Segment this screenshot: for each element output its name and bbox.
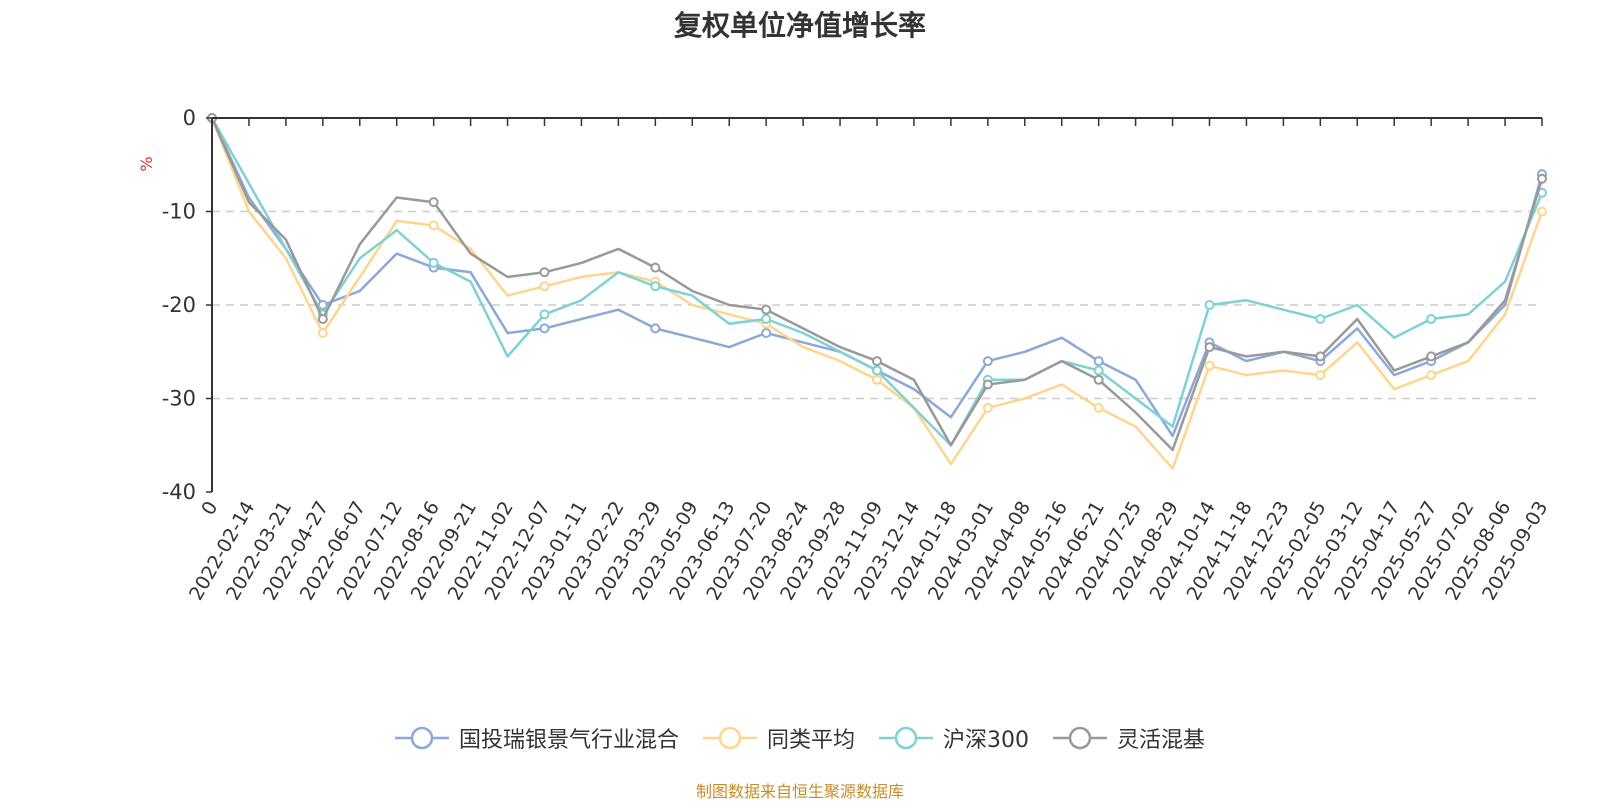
source-note: 制图数据来自恒生聚源数据库 (695, 782, 904, 801)
data-point (317, 314, 328, 325)
x-tick-label: 0 (197, 498, 222, 519)
data-point (1204, 300, 1215, 310)
y-tick-label: -40 (162, 480, 196, 504)
data-point (982, 356, 993, 367)
data-point (1093, 374, 1104, 385)
y-tick-label: -20 (162, 293, 196, 317)
data-point (1093, 356, 1104, 367)
legend: 国投瑞银景气行业混合 同类平均 沪深300 灵活混基 (0, 722, 1600, 754)
y-tick-label: -10 (162, 200, 196, 224)
legend-label: 灵活混基 (1117, 728, 1206, 753)
series-line (210, 117, 1544, 470)
data-point (539, 309, 550, 320)
data-point (872, 365, 882, 376)
y-axis-unit-label: % (137, 156, 156, 171)
grid-lines (212, 210, 1542, 400)
axes (206, 117, 1543, 493)
legend-label: 同类平均 (766, 728, 855, 753)
data-point (872, 374, 882, 385)
series-group (207, 113, 1547, 447)
data-point (1426, 314, 1437, 325)
data-point (982, 379, 993, 390)
legend-marker-icon (394, 726, 449, 750)
data-point (982, 402, 993, 413)
legend-item[interactable]: 同类平均 (702, 722, 855, 754)
series-group (207, 113, 1547, 452)
data-point (428, 220, 439, 231)
series-line (210, 117, 1544, 452)
data-point (428, 257, 439, 268)
data-point (872, 356, 882, 367)
data-point (650, 323, 661, 334)
data-point (1537, 206, 1547, 217)
data-point (539, 281, 550, 292)
chart-title: 复权单位净值增长率 (673, 9, 926, 42)
legend-label: 国投瑞银景气行业混合 (458, 728, 679, 753)
data-point (1315, 370, 1326, 381)
data-point (1426, 351, 1437, 362)
data-point (1093, 402, 1104, 413)
data-point (1204, 342, 1215, 353)
y-tick-label: -30 (162, 387, 196, 411)
data-point (428, 197, 439, 208)
series-line (210, 117, 1544, 447)
x-tick-labels: 02022-02-142022-03-212022-04-272022-06-0… (185, 497, 1552, 604)
series-lines (207, 113, 1547, 470)
data-point (1315, 314, 1326, 325)
data-point (761, 304, 772, 315)
data-point (1426, 370, 1437, 381)
data-point (650, 281, 661, 292)
data-point (1093, 365, 1104, 376)
data-point (1315, 351, 1326, 362)
legend-marker-icon (879, 726, 933, 750)
data-point (761, 328, 772, 339)
series-group (207, 113, 1547, 470)
legend-item[interactable]: 灵活混基 (1053, 722, 1205, 754)
legend-marker-icon (1053, 726, 1107, 750)
series-group (207, 113, 1547, 438)
data-point (539, 323, 550, 334)
data-point (317, 328, 328, 339)
data-point (539, 267, 550, 278)
legend-item[interactable]: 国投瑞银景气行业混合 (394, 722, 679, 754)
legend-marker-icon (702, 726, 757, 750)
legend-item[interactable]: 沪深300 (879, 722, 1029, 754)
legend-label: 沪深300 (943, 728, 1029, 753)
data-point (1537, 173, 1547, 184)
y-tick-labels: 0 -10 -20 -30 -40 (162, 106, 196, 504)
data-point (1204, 360, 1215, 371)
data-point (650, 262, 661, 273)
y-tick-label: 0 (183, 106, 196, 130)
series-line (210, 117, 1544, 438)
data-point (761, 314, 772, 325)
